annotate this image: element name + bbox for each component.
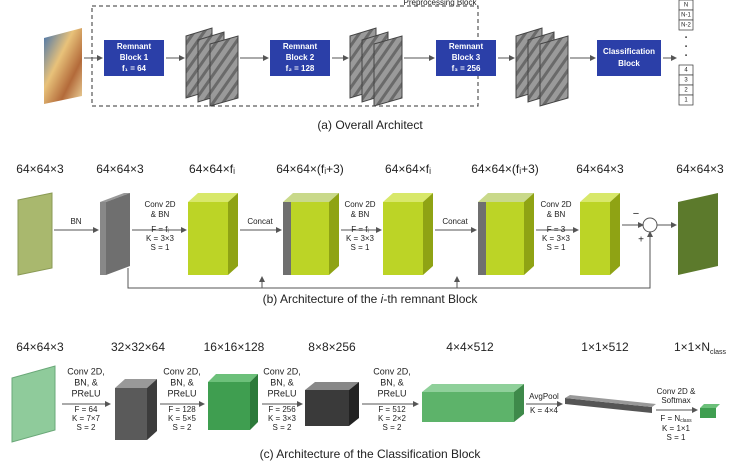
plus-sign: + xyxy=(638,235,644,246)
dimension-label: 64×64×3 xyxy=(16,162,64,176)
conv-label: S = 2 xyxy=(173,423,192,432)
conv-label: Conv 2D xyxy=(540,200,571,209)
block-label: f₁ = 64 xyxy=(122,64,147,73)
dimension-label: 4×4×512 xyxy=(446,340,494,354)
input-image xyxy=(44,28,82,104)
dimension-label: 1×1×512 xyxy=(581,340,629,354)
block-label: Block 1 xyxy=(120,53,149,62)
classification-shapes xyxy=(11,365,720,443)
dimension-label: 64×64×(fᵢ+3) xyxy=(471,162,539,176)
conv-label: PReLU xyxy=(71,388,100,398)
conv-label: K = 3×3 xyxy=(146,234,175,243)
conv-label: & BN xyxy=(351,210,370,219)
remnant-shapes xyxy=(17,192,718,289)
concat-label: Concat xyxy=(247,217,273,226)
conv-label: & BN xyxy=(547,210,566,219)
conv-label: & BN xyxy=(151,210,170,219)
dimension-label: 64×64×3 xyxy=(676,162,724,176)
block-label: Block 2 xyxy=(286,53,315,62)
block-label: Classification xyxy=(603,47,655,56)
conv-label: F = fᵢ xyxy=(351,225,368,234)
conv-label: BN, & xyxy=(380,377,404,387)
conv-label: Conv 2D, xyxy=(67,366,105,376)
minus-sign: − xyxy=(633,208,639,220)
concat-label: Concat xyxy=(442,217,468,226)
dimension-label: 64×64×fᵢ xyxy=(189,162,235,176)
conv-label: K = 3×3 xyxy=(346,234,375,243)
output-label: • xyxy=(685,54,687,60)
conv-label: F = fᵢ xyxy=(151,225,168,234)
caption-c: (c) Architecture of the Classification B… xyxy=(260,447,482,461)
block-label: Remnant xyxy=(283,42,318,51)
conv-label: S = 1 xyxy=(351,243,370,252)
block-label: Remnant xyxy=(449,42,484,51)
softmax-label: Softmax xyxy=(661,396,690,405)
output-label: • xyxy=(685,36,687,42)
conv-label: BN, & xyxy=(170,377,194,387)
conv-label: F = 3 xyxy=(547,225,566,234)
conv-label: F = 128 xyxy=(168,405,196,414)
block-boxes xyxy=(104,40,661,76)
dimension-label: 64×64×3 xyxy=(16,340,64,354)
output-label: 4 xyxy=(684,68,688,74)
output-label: N xyxy=(684,3,688,9)
dimension-label: 16×16×128 xyxy=(204,340,265,354)
caption-a: (a) Overall Architect xyxy=(317,118,423,132)
dimension-label: 64×64×3 xyxy=(576,162,624,176)
softmax-filters: F = Nclass xyxy=(660,414,692,424)
conv-label: BN, & xyxy=(74,377,98,387)
block-label: Remnant xyxy=(117,42,152,51)
conv-label: S = 2 xyxy=(77,423,96,432)
conv-label: F = 256 xyxy=(268,405,296,414)
conv-label: K = 5×5 xyxy=(168,414,197,423)
output-label: N-1 xyxy=(681,13,691,19)
conv-label: BN, & xyxy=(270,377,294,387)
softmax-label: Conv 2D & xyxy=(657,387,696,396)
conv-label: S = 2 xyxy=(383,423,402,432)
conv-label: Conv 2D xyxy=(144,200,175,209)
dimension-label: 32×32×64 xyxy=(111,340,165,354)
output-label: 2 xyxy=(684,88,688,94)
dimension-label: 64×64×3 xyxy=(96,162,144,176)
conv-label: K = 3×3 xyxy=(268,414,297,423)
output-label: N-2 xyxy=(681,23,691,29)
conv-label: F = 512 xyxy=(378,405,406,414)
dimension-label: 8×8×256 xyxy=(308,340,356,354)
output-boxes xyxy=(678,0,694,106)
conv-label: S = 2 xyxy=(273,423,292,432)
dimension-label: 64×64×(fᵢ+3) xyxy=(276,162,344,176)
conv-label: S = 1 xyxy=(151,243,170,252)
softmax-kernel: K = 1×1 xyxy=(662,424,691,433)
conv-label: PReLU xyxy=(377,388,406,398)
conv-label: Conv 2D xyxy=(344,200,375,209)
block-label: f₂ = 128 xyxy=(286,64,315,73)
block-label: Block xyxy=(618,59,640,68)
conv-label: K = 3×3 xyxy=(542,234,571,243)
caption-b: (b) Architecture of the i-th remnant Blo… xyxy=(263,292,479,306)
conv-label: PReLU xyxy=(267,388,296,398)
softmax-stride: S = 1 xyxy=(667,433,686,442)
block-label: f₃ = 256 xyxy=(452,64,481,73)
conv-label: K = 2×2 xyxy=(378,414,407,423)
conv-label: K = 7×7 xyxy=(72,414,101,423)
preprocessing-label: Preprocessing Block xyxy=(404,0,478,7)
feature-maps xyxy=(185,27,569,107)
avgpool-kernel: K = 4×4 xyxy=(530,406,559,415)
conv-label: S = 1 xyxy=(547,243,566,252)
avgpool-label: AvgPool xyxy=(529,392,559,401)
conv-label: F = 64 xyxy=(75,405,98,414)
bn-label: BN xyxy=(70,217,81,226)
output-label: 3 xyxy=(684,78,688,84)
conv-label: Conv 2D, xyxy=(163,366,201,376)
output-label: 1 xyxy=(684,98,688,104)
conv-label: Conv 2D, xyxy=(373,366,411,376)
conv-label: PReLU xyxy=(167,388,196,398)
dimension-label: 1×1×Nclass xyxy=(674,340,726,356)
dimension-label: 64×64×fᵢ xyxy=(385,162,431,176)
output-label: • xyxy=(685,45,687,51)
block-label: Block 3 xyxy=(452,53,481,62)
conv-label: Conv 2D, xyxy=(263,366,301,376)
